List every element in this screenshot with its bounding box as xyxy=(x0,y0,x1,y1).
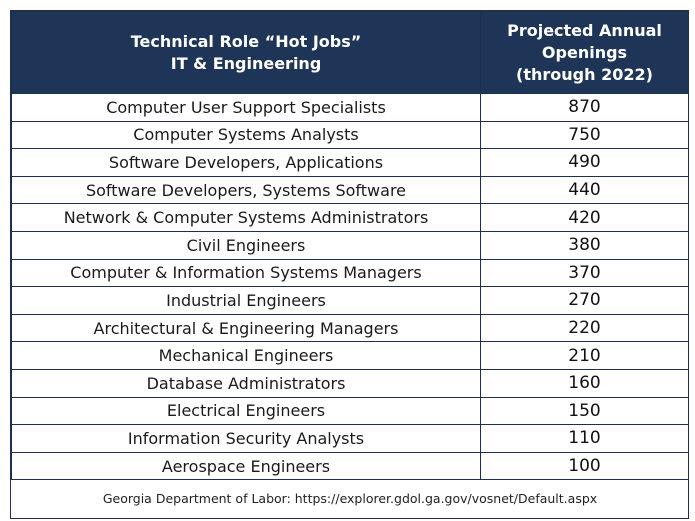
openings-cell: 380 xyxy=(480,230,689,260)
role-cell: Computer & Information Systems Managers xyxy=(11,258,481,288)
openings-cell: 110 xyxy=(480,424,689,453)
role-cell: Computer Systems Analysts xyxy=(11,120,481,150)
openings-cell: 750 xyxy=(480,120,689,150)
table-row: Computer Systems Analysts 750 xyxy=(11,120,689,150)
role-cell: Database Administrators xyxy=(11,368,481,398)
table-row: Computer User Support Specialists 870 xyxy=(11,93,689,122)
table-header-row: Technical Role “Hot Jobs” IT & Engineeri… xyxy=(11,11,689,94)
source-row: Georgia Department of Labor: https://exp… xyxy=(11,479,689,518)
table-row: Software Developers, Systems Software 440 xyxy=(11,175,689,205)
role-cell: Software Developers, Applications xyxy=(11,148,481,177)
role-cell: Computer User Support Specialists xyxy=(11,93,481,122)
table-row: Civil Engineers 380 xyxy=(11,230,689,260)
header-role-line2: IT & Engineering xyxy=(170,53,322,73)
openings-cell: 150 xyxy=(480,396,689,426)
openings-cell: 210 xyxy=(480,341,689,370)
table-row: Architectural & Engineering Managers 220 xyxy=(11,313,689,343)
header-role-line1: Technical Role “Hot Jobs” xyxy=(130,31,362,51)
table-row: Computer & Information Systems Managers 3… xyxy=(11,258,689,288)
source-citation: Georgia Department of Labor: https://exp… xyxy=(11,479,689,518)
openings-cell: 420 xyxy=(480,203,689,232)
openings-cell: 490 xyxy=(480,148,689,177)
header-role: Technical Role “Hot Jobs” IT & Engineeri… xyxy=(11,11,481,94)
openings-cell: 100 xyxy=(480,451,689,481)
openings-cell: 370 xyxy=(480,258,689,288)
header-openings-line2: Openings xyxy=(541,42,628,62)
role-cell: Mechanical Engineers xyxy=(11,341,481,370)
openings-cell: 270 xyxy=(480,286,689,315)
header-openings-line3: (through 2022) xyxy=(516,64,653,84)
role-cell: Software Developers, Systems Software xyxy=(11,175,481,205)
role-cell: Industrial Engineers xyxy=(11,286,481,315)
role-cell: Information Security Analysts xyxy=(11,424,481,453)
openings-cell: 160 xyxy=(480,368,689,398)
role-cell: Architectural & Engineering Managers xyxy=(11,313,481,343)
openings-cell: 220 xyxy=(480,313,689,343)
table-row: Network & Computer Systems Administrator… xyxy=(11,203,689,232)
openings-cell: 440 xyxy=(480,175,689,205)
hot-jobs-table-container: Technical Role “Hot Jobs” IT & Engineeri… xyxy=(10,10,689,519)
table-row: Electrical Engineers 150 xyxy=(11,396,689,426)
table-row: Information Security Analysts 110 xyxy=(11,424,689,453)
hot-jobs-table: Technical Role “Hot Jobs” IT & Engineeri… xyxy=(11,11,689,518)
table-row: Industrial Engineers 270 xyxy=(11,286,689,315)
role-cell: Network & Computer Systems Administrator… xyxy=(11,203,481,232)
header-openings-line1: Projected Annual xyxy=(507,20,662,40)
role-cell: Civil Engineers xyxy=(11,230,481,260)
table-row: Aerospace Engineers 100 xyxy=(11,451,689,481)
role-cell: Aerospace Engineers xyxy=(11,451,481,481)
header-openings: Projected Annual Openings (through 2022) xyxy=(480,11,689,94)
table-row: Database Administrators 160 xyxy=(11,368,689,398)
table-row: Mechanical Engineers 210 xyxy=(11,341,689,370)
role-cell: Electrical Engineers xyxy=(11,396,481,426)
openings-cell: 870 xyxy=(480,93,689,122)
table-row: Software Developers, Applications 490 xyxy=(11,148,689,177)
